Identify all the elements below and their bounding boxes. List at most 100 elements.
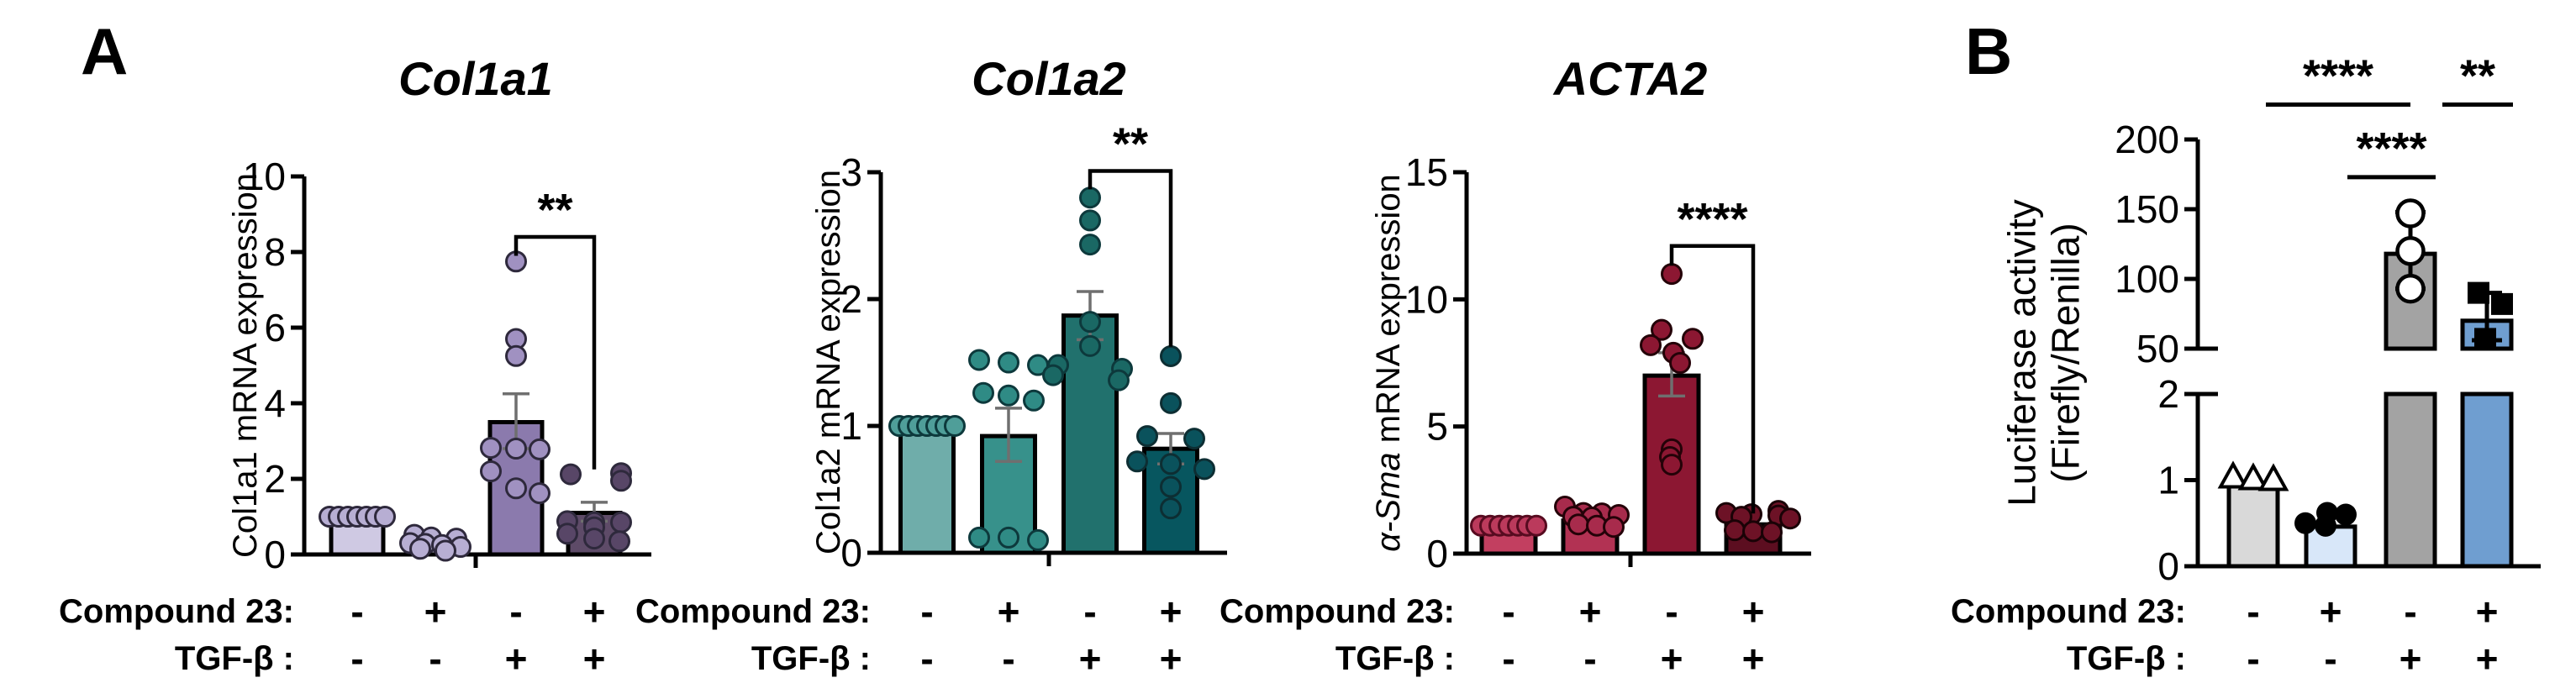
data-point [1669, 352, 1691, 374]
treatment-value-compound: + [1579, 590, 1602, 633]
y-tick-label: 3 [840, 150, 862, 194]
significance-label: ** [2460, 51, 2495, 102]
treatment-value-tgfb: - [2324, 637, 2336, 680]
treatment-value-compound: + [424, 590, 447, 633]
y-tick-label: 50 [2136, 327, 2179, 370]
treatment-value-compound: + [583, 590, 606, 633]
treatment-value-tgfb: + [505, 637, 528, 680]
row-label-compound-23: Compound 23: [635, 593, 871, 630]
data-point [2491, 292, 2513, 315]
data-point [968, 349, 990, 371]
chart-title-acta2: ACTA2 [1553, 52, 1708, 105]
treatment-value-tgfb: + [2400, 637, 2422, 680]
data-point [480, 460, 502, 482]
treatment-value-compound: - [2404, 590, 2416, 633]
treatment-value-compound: + [1742, 590, 1765, 633]
data-point [1567, 513, 1589, 536]
data-point [1160, 475, 1182, 498]
treatment-value-tgfb: - [429, 637, 441, 680]
row-label-tgfb: TGF-β : [175, 640, 294, 677]
data-point [1042, 364, 1064, 386]
significance-label: **** [1677, 194, 1747, 244]
row-label-compound-23: Compound 23: [1951, 593, 2186, 630]
treatment-value-compound: - [350, 590, 363, 633]
data-point [2294, 512, 2316, 534]
data-point [1183, 428, 1205, 450]
row-label-compound-23: Compound 23: [59, 593, 294, 630]
treatment-value-tgfb: - [1583, 637, 1596, 680]
y-tick-label: 6 [264, 306, 286, 349]
y-tick-label: 10 [1405, 277, 1448, 321]
data-point [560, 463, 582, 486]
y-tick-label: 150 [2115, 187, 2179, 231]
treatment-value-tgfb: - [350, 637, 363, 680]
treatment-value-tgfb: + [1160, 637, 1183, 680]
data-point [2315, 514, 2336, 537]
data-point [2217, 460, 2249, 489]
bar [898, 423, 956, 555]
data-point [409, 538, 431, 560]
chart-title-col1a2: Col1a2 [972, 52, 1126, 105]
treatment-value-compound: - [1665, 590, 1678, 633]
panel-label-b: B [1965, 14, 2013, 88]
treatment-value-compound: - [509, 590, 522, 633]
significance-bracket [1669, 244, 1756, 514]
data-point [2237, 462, 2269, 491]
y-tick-label: 4 [264, 381, 286, 425]
data-point [610, 511, 632, 533]
treatment-value-tgfb: + [1079, 637, 1102, 680]
data-point [1079, 187, 1101, 209]
data-point [2474, 328, 2496, 350]
significance-label: ** [1113, 118, 1148, 169]
data-point [998, 351, 1019, 374]
y-tick-label: 0 [2157, 544, 2179, 588]
data-point [610, 470, 632, 492]
data-point [2468, 281, 2489, 304]
data-point [944, 415, 966, 437]
data-point [1661, 454, 1683, 476]
row-label-tgfb: TGF-β : [751, 640, 871, 677]
bar [2226, 484, 2280, 569]
data-point [1603, 516, 1625, 539]
data-point [505, 438, 527, 460]
data-point [1126, 450, 1148, 473]
row-label-tgfb: TGF-β : [1335, 640, 1455, 677]
treatment-value-compound: + [2320, 590, 2342, 633]
data-point [505, 477, 527, 500]
data-point [1761, 521, 1783, 544]
treatment-value-tgfb: + [1661, 637, 1683, 680]
significance-label: **** [2356, 123, 2426, 174]
treatment-value-tgfb: - [1002, 637, 1014, 680]
treatment-value-compound: + [2476, 590, 2499, 633]
treatment-value-tgfb: - [2247, 637, 2259, 680]
treatment-value-tgfb: - [1502, 637, 1515, 680]
y-tick-label: 8 [264, 230, 286, 274]
data-point [583, 528, 605, 550]
data-point [2335, 503, 2357, 526]
y-tick-label: 10 [243, 155, 286, 198]
data-point [1079, 311, 1101, 334]
treatment-value-tgfb: + [583, 637, 606, 680]
treatment-value-tgfb: + [2476, 637, 2499, 680]
y-tick-label: 1 [2157, 459, 2179, 502]
treatment-value-compound: - [1083, 590, 1096, 633]
y-tick-label: 100 [2115, 257, 2179, 301]
chart-title-col1a1: Col1a1 [398, 52, 553, 105]
treatment-value-compound: - [2247, 590, 2259, 633]
data-point [1193, 458, 1215, 481]
data-point [1079, 209, 1101, 232]
treatment-value-compound: + [1160, 590, 1183, 633]
data-point [968, 526, 990, 549]
data-point [529, 438, 550, 460]
data-point [1651, 318, 1673, 341]
significance-label: **** [2303, 51, 2373, 102]
y-tick-label: 1 [840, 404, 862, 448]
treatment-value-tgfb: + [1742, 637, 1765, 680]
y-tick-label: 2 [264, 457, 286, 501]
data-point [505, 344, 527, 367]
data-point [1160, 391, 1182, 414]
data-point [1136, 425, 1158, 448]
data-point [1027, 528, 1049, 551]
data-point [998, 384, 1019, 407]
